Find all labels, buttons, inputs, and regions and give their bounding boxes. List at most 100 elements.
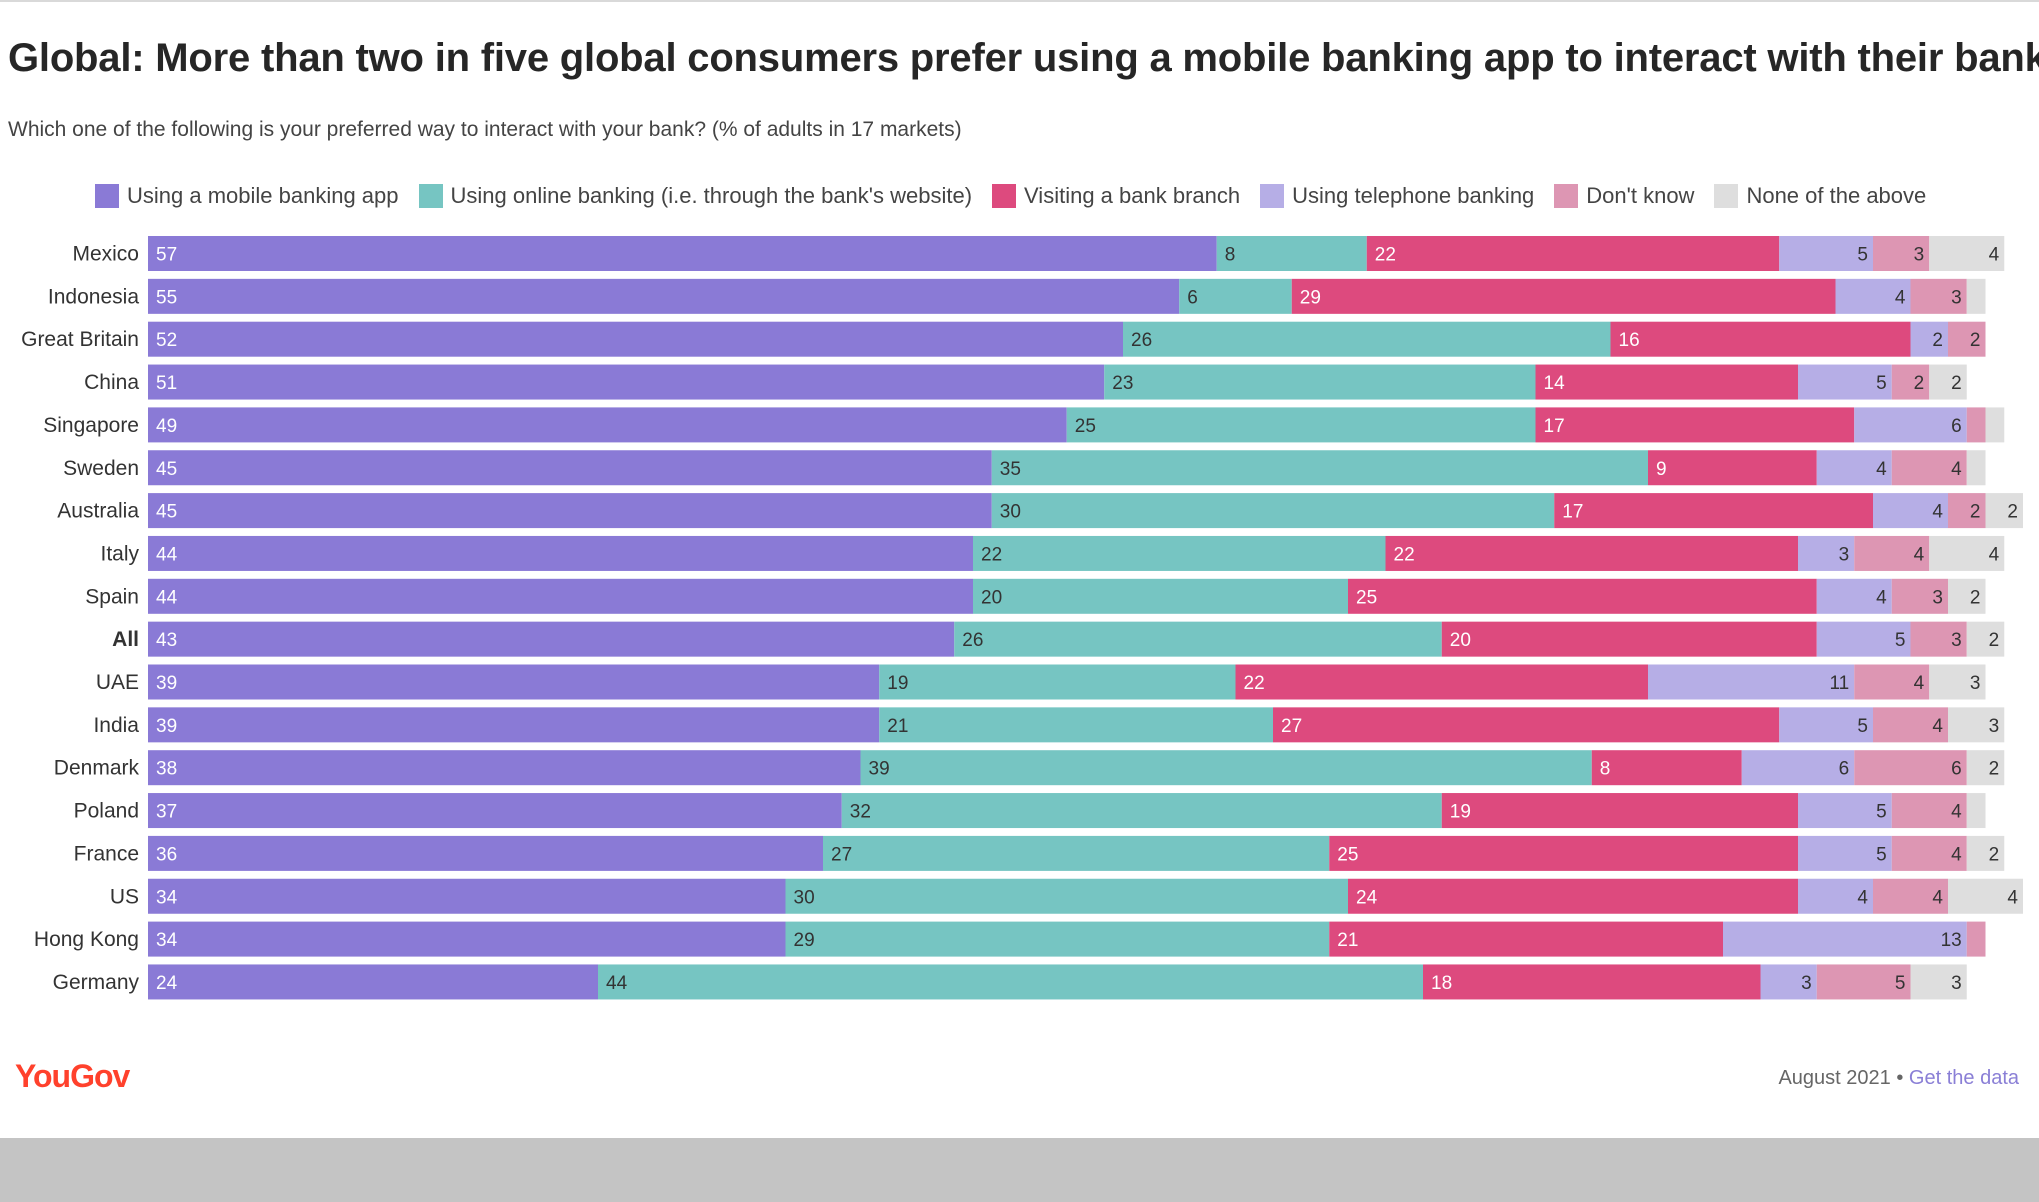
data-label: 25 (1356, 587, 1377, 608)
data-label: 19 (1450, 802, 1471, 823)
bar-segment (148, 535, 973, 571)
bar-segment (1816, 450, 1892, 486)
bar-segment (148, 450, 992, 486)
bar-segment (1366, 236, 1780, 271)
data-label: 4 (1914, 544, 1925, 565)
bar-row-indonesia: Indonesia 55 6 29 4 3 (48, 278, 1986, 314)
legend-item-mobile[interactable]: Using a mobile banking app (95, 183, 399, 209)
data-label: 4 (1989, 544, 2000, 565)
data-label: 17 (1544, 416, 1565, 437)
bar-row-sweden: Sweden 45 35 9 4 4 (63, 450, 1986, 486)
category-label: Sweden (63, 457, 139, 480)
data-label: 3 (1932, 587, 1943, 608)
bar-segment (1929, 236, 2005, 271)
bar-segment (1966, 750, 2005, 786)
data-label: 23 (1112, 373, 1133, 394)
data-label: 4 (1914, 673, 1925, 694)
data-label: 55 (156, 287, 177, 308)
data-label: 30 (1000, 502, 1021, 523)
bar-segment (148, 321, 1123, 357)
bar-segment (991, 450, 1648, 486)
data-label: 2 (1932, 330, 1943, 351)
bar-segment (1779, 236, 1873, 271)
data-label: 57 (156, 245, 177, 266)
bottom-band (0, 1138, 2039, 1202)
bar-segment (860, 750, 1592, 786)
bar-segment (148, 793, 842, 829)
data-label: 2 (1989, 844, 2000, 865)
bar-segment (1948, 878, 2023, 914)
legend-swatch-telephone (1260, 184, 1285, 208)
legend-item-online[interactable]: Using online banking (i.e. through the b… (418, 183, 973, 209)
bar-segment (1929, 364, 1967, 400)
bar-segment (1798, 793, 1892, 829)
data-label: 4 (1876, 459, 1887, 480)
data-label: 4 (1857, 887, 1868, 908)
bar-segment (1441, 621, 1817, 657)
bar-segment (1873, 878, 1948, 914)
bar-segment (1273, 707, 1780, 743)
data-label: 18 (1431, 973, 1452, 994)
legend-item-dont-know[interactable]: Don't know (1554, 183, 1694, 209)
bar-segment (1966, 450, 1986, 486)
bar-segment (1910, 964, 1967, 1000)
data-label: 5 (1876, 373, 1887, 394)
legend-label-telephone: Using telephone banking (1292, 183, 1535, 208)
data-label: 51 (156, 373, 177, 394)
legend-item-branch[interactable]: Visiting a bank branch (992, 183, 1240, 209)
bar-segment (148, 236, 1217, 271)
bar-row-poland: Poland 37 32 19 5 4 (74, 793, 1986, 829)
bar-segment (879, 664, 1236, 700)
data-label: 2 (1989, 630, 2000, 651)
data-label: 17 (1562, 502, 1583, 523)
data-label: 35 (1000, 459, 1021, 480)
bar-segment (1760, 964, 1817, 1000)
bar-segment (1816, 578, 1892, 614)
data-label: 5 (1876, 844, 1887, 865)
bar-segment (1985, 493, 2023, 529)
bar-row-all: All 43 26 20 5 3 2 (112, 621, 2005, 657)
bar-segment (785, 878, 1348, 914)
bar-segment (1348, 878, 1798, 914)
data-label: 20 (981, 587, 1002, 608)
data-label: 26 (1131, 330, 1152, 351)
category-label: Mexico (72, 243, 139, 266)
bar-row-hong-kong: Hong Kong 34 29 21 13 (34, 921, 1986, 957)
bar-segment (148, 493, 992, 529)
bar-segment (1741, 750, 1855, 786)
bar-segment (1329, 921, 1723, 957)
legend-label-none: None of the above (1746, 183, 1927, 208)
bar-segment (148, 578, 973, 614)
bar-segment (1891, 835, 1967, 871)
legend-item-telephone[interactable]: Using telephone banking (1260, 183, 1534, 209)
chart-legend: Using a mobile banking app Using online … (95, 183, 1926, 209)
category-label: Poland (74, 800, 139, 823)
data-label: 3 (1989, 716, 2000, 737)
data-label: 13 (1941, 930, 1962, 951)
bar-segment (148, 750, 861, 786)
bar-segment (823, 835, 1330, 871)
bar-segment (1948, 707, 2005, 743)
bar-segment (1910, 278, 1967, 314)
data-label: 4 (1895, 287, 1906, 308)
category-label: Indonesia (48, 285, 139, 308)
bar-row-germany: Germany 24 44 18 3 5 3 (53, 964, 1967, 1000)
legend-item-none[interactable]: None of the above (1714, 183, 1926, 209)
data-label: 37 (156, 802, 177, 823)
data-label: 30 (794, 887, 815, 908)
category-label: Great Britain (21, 328, 139, 351)
get-the-data-link[interactable]: Get the data (1908, 1067, 2019, 1089)
bar-segment (1179, 278, 1292, 314)
bar-segment (1966, 793, 1986, 829)
bar-segment (1873, 707, 1948, 743)
bar-segment (1235, 664, 1648, 700)
data-label: 11 (1830, 673, 1850, 694)
bar-segment (1891, 364, 1930, 400)
legend-label-online: Using online banking (i.e. through the b… (450, 183, 973, 208)
bar-segment (1854, 407, 1967, 443)
data-label: 3 (1801, 973, 1812, 994)
data-label: 4 (2007, 887, 2018, 908)
bar-segment (1966, 921, 1986, 957)
data-label: 5 (1895, 973, 1906, 994)
bar-row-spain: Spain 44 20 25 4 3 2 (85, 578, 1986, 614)
